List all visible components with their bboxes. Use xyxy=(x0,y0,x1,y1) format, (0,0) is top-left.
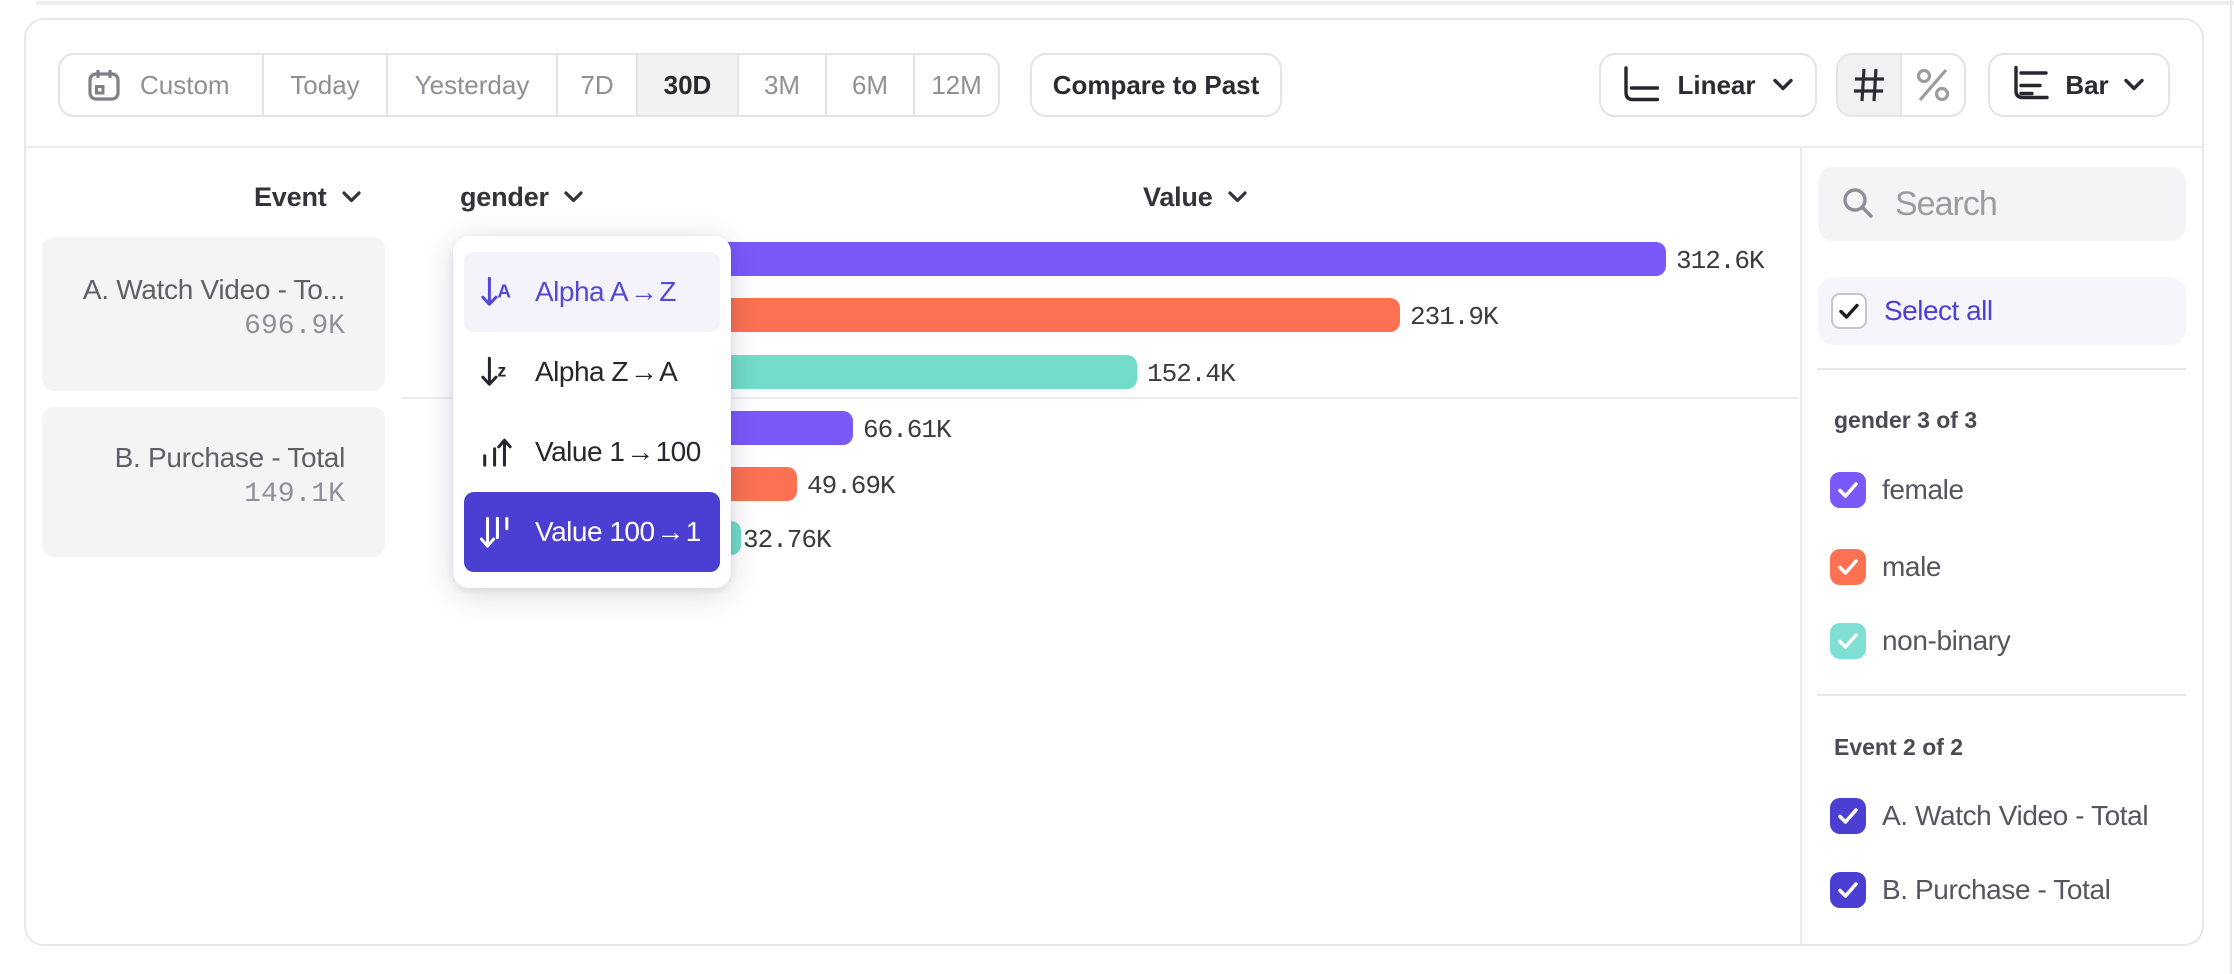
svg-text:A: A xyxy=(497,281,511,302)
svg-text:z: z xyxy=(497,361,506,381)
